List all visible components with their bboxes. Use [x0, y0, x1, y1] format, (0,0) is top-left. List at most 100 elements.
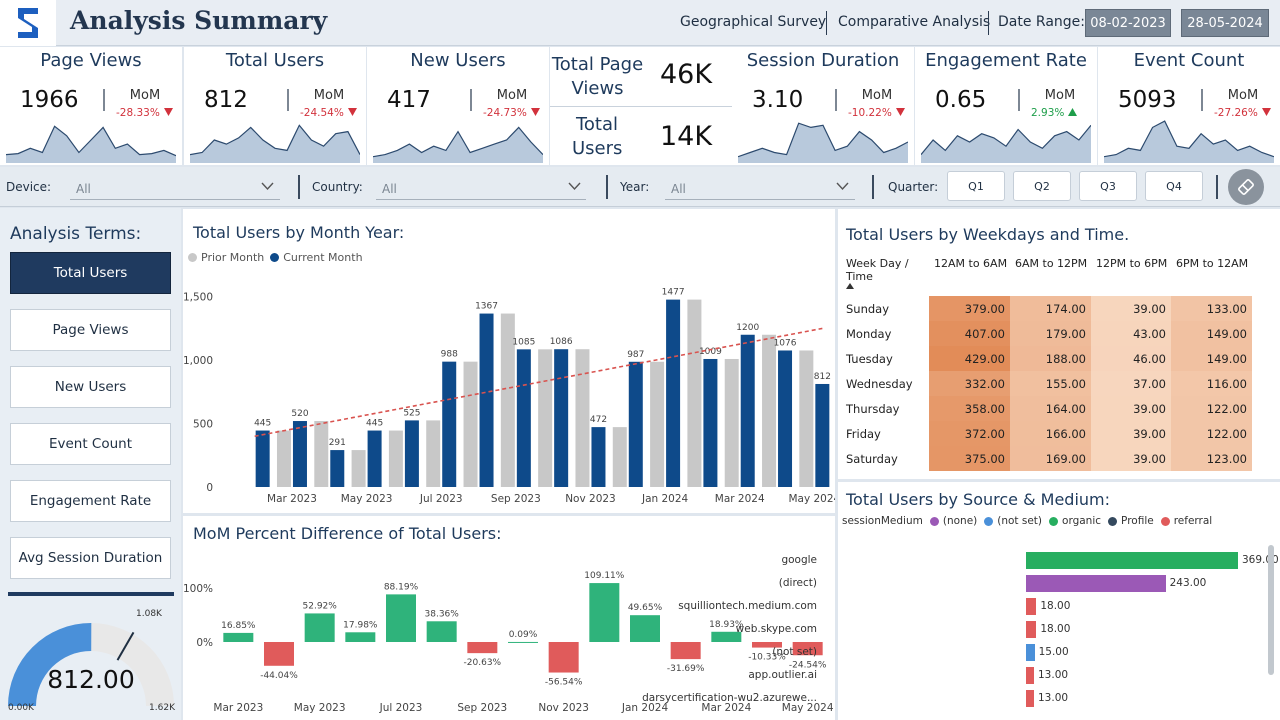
heatmap-cell[interactable]: 133.00: [1171, 296, 1252, 321]
heatmap-cell[interactable]: 379.00: [929, 296, 1010, 321]
quarter-q3-button[interactable]: Q3: [1079, 171, 1137, 201]
heatmap-cell[interactable]: 149.00: [1171, 321, 1252, 346]
heatmap-cell[interactable]: 122.00: [1171, 396, 1252, 421]
heatmap-cell[interactable]: 43.00: [1091, 321, 1171, 346]
prior-month-bar[interactable]: [799, 350, 813, 487]
heatmap-cell[interactable]: 122.00: [1171, 421, 1252, 446]
source-bar[interactable]: [1026, 644, 1035, 661]
mom-bar[interactable]: [264, 642, 294, 666]
heatmap-column-header[interactable]: 6AM to 12PM: [1015, 257, 1087, 270]
geographical-survey-link[interactable]: Geographical Survey: [680, 14, 826, 30]
current-month-bar[interactable]: [741, 335, 755, 487]
prior-month-bar[interactable]: [352, 450, 366, 487]
prior-month-bar[interactable]: [464, 362, 478, 487]
heatmap-cell[interactable]: 174.00: [1010, 296, 1091, 321]
source-bar[interactable]: [1026, 575, 1166, 592]
current-month-bar[interactable]: [368, 431, 382, 487]
year-select[interactable]: All: [665, 176, 855, 200]
source-bar[interactable]: [1026, 667, 1034, 684]
device-select[interactable]: All: [70, 176, 280, 200]
current-month-bar[interactable]: [330, 450, 344, 487]
source-bar[interactable]: [1026, 690, 1034, 707]
heatmap-cell[interactable]: 39.00: [1091, 421, 1171, 446]
heatmap-cell[interactable]: 429.00: [929, 346, 1010, 371]
current-month-bar[interactable]: [703, 359, 717, 487]
heatmap-cell[interactable]: 375.00: [929, 446, 1010, 471]
current-month-bar[interactable]: [256, 431, 270, 487]
mom-bar[interactable]: [386, 594, 416, 642]
current-month-bar[interactable]: [815, 384, 829, 487]
source-bar[interactable]: [1026, 552, 1238, 569]
analysis-page-views-button[interactable]: Page Views: [10, 309, 171, 351]
heatmap-cell[interactable]: 149.00: [1171, 346, 1252, 371]
analysis-engagement-rate-button[interactable]: Engagement Rate: [10, 480, 171, 522]
date-end-input[interactable]: 28-05-2024: [1181, 9, 1269, 37]
heatmap-column-header[interactable]: 6PM to 12AM: [1176, 257, 1248, 270]
heatmap-column-header[interactable]: 12AM to 6AM: [934, 257, 1007, 270]
heatmap-cell[interactable]: 188.00: [1010, 346, 1091, 371]
quarter-q4-button[interactable]: Q4: [1145, 171, 1203, 201]
current-month-bar[interactable]: [629, 362, 643, 487]
prior-month-bar[interactable]: [725, 359, 739, 487]
mom-bar[interactable]: [508, 642, 538, 643]
sort-up-icon[interactable]: [846, 283, 854, 289]
mom-bar[interactable]: [427, 621, 457, 642]
current-month-bar[interactable]: [517, 349, 531, 487]
current-month-bar[interactable]: [554, 349, 568, 487]
prior-month-bar[interactable]: [277, 431, 291, 487]
mom-bar[interactable]: [630, 615, 660, 642]
source-bar[interactable]: [1026, 621, 1036, 638]
mom-bar[interactable]: [589, 583, 619, 642]
heatmap-column-header[interactable]: 12PM to 6PM: [1096, 257, 1167, 270]
heatmap-cell[interactable]: 407.00: [929, 321, 1010, 346]
heatmap-cell[interactable]: 46.00: [1091, 346, 1171, 371]
heatmap-cell[interactable]: 179.00: [1010, 321, 1091, 346]
prior-month-bar[interactable]: [762, 335, 776, 487]
source-bar[interactable]: [1026, 598, 1036, 615]
prior-month-bar[interactable]: [575, 349, 589, 487]
heatmap-cell[interactable]: 116.00: [1171, 371, 1252, 396]
heatmap-cell[interactable]: 358.00: [929, 396, 1010, 421]
quarter-q1-button[interactable]: Q1: [947, 171, 1005, 201]
prior-month-bar[interactable]: [613, 427, 627, 487]
clear-filters-button[interactable]: [1228, 169, 1264, 205]
heatmap-cell[interactable]: 39.00: [1091, 296, 1171, 321]
prior-month-bar[interactable]: [538, 349, 552, 487]
heatmap-cell[interactable]: 169.00: [1010, 446, 1091, 471]
current-month-bar[interactable]: [405, 420, 419, 487]
heatmap-cell[interactable]: 166.00: [1010, 421, 1091, 446]
prior-month-bar[interactable]: [426, 420, 440, 487]
analysis-event-count-button[interactable]: Event Count: [10, 423, 171, 465]
quarter-q2-button[interactable]: Q2: [1013, 171, 1071, 201]
mom-bar[interactable]: [345, 632, 375, 642]
heatmap-row-header[interactable]: Week Day / Time: [846, 257, 916, 283]
comparative-analysis-link[interactable]: Comparative Analysis: [838, 14, 990, 30]
prior-month-bar[interactable]: [314, 421, 328, 487]
prior-month-bar[interactable]: [650, 362, 664, 487]
heatmap-cell[interactable]: 123.00: [1171, 446, 1252, 471]
heatmap-cell[interactable]: 39.00: [1091, 396, 1171, 421]
heatmap-cell[interactable]: 39.00: [1091, 446, 1171, 471]
analysis-new-users-button[interactable]: New Users: [10, 366, 171, 408]
current-month-bar[interactable]: [778, 350, 792, 487]
heatmap-cell[interactable]: 372.00: [929, 421, 1010, 446]
date-start-input[interactable]: 08-02-2023: [1085, 9, 1171, 37]
mom-bar[interactable]: [223, 633, 253, 642]
source-scrollbar[interactable]: [1268, 545, 1274, 675]
prior-month-bar[interactable]: [389, 431, 403, 487]
mom-bar[interactable]: [305, 613, 335, 642]
current-month-bar[interactable]: [442, 362, 456, 487]
current-month-bar[interactable]: [293, 421, 307, 487]
current-month-bar[interactable]: [666, 300, 680, 487]
mom-bar[interactable]: [671, 642, 701, 659]
mom-bar[interactable]: [549, 642, 579, 673]
current-month-bar[interactable]: [591, 427, 605, 487]
heatmap-cell[interactable]: 37.00: [1091, 371, 1171, 396]
prior-month-bar[interactable]: [687, 300, 701, 487]
heatmap-cell[interactable]: 332.00: [929, 371, 1010, 396]
analysis-total-users-button[interactable]: Total Users: [10, 252, 171, 294]
heatmap-cell[interactable]: 164.00: [1010, 396, 1091, 421]
heatmap-cell[interactable]: 155.00: [1010, 371, 1091, 396]
mom-bar[interactable]: [467, 642, 497, 653]
current-month-bar[interactable]: [480, 314, 494, 487]
